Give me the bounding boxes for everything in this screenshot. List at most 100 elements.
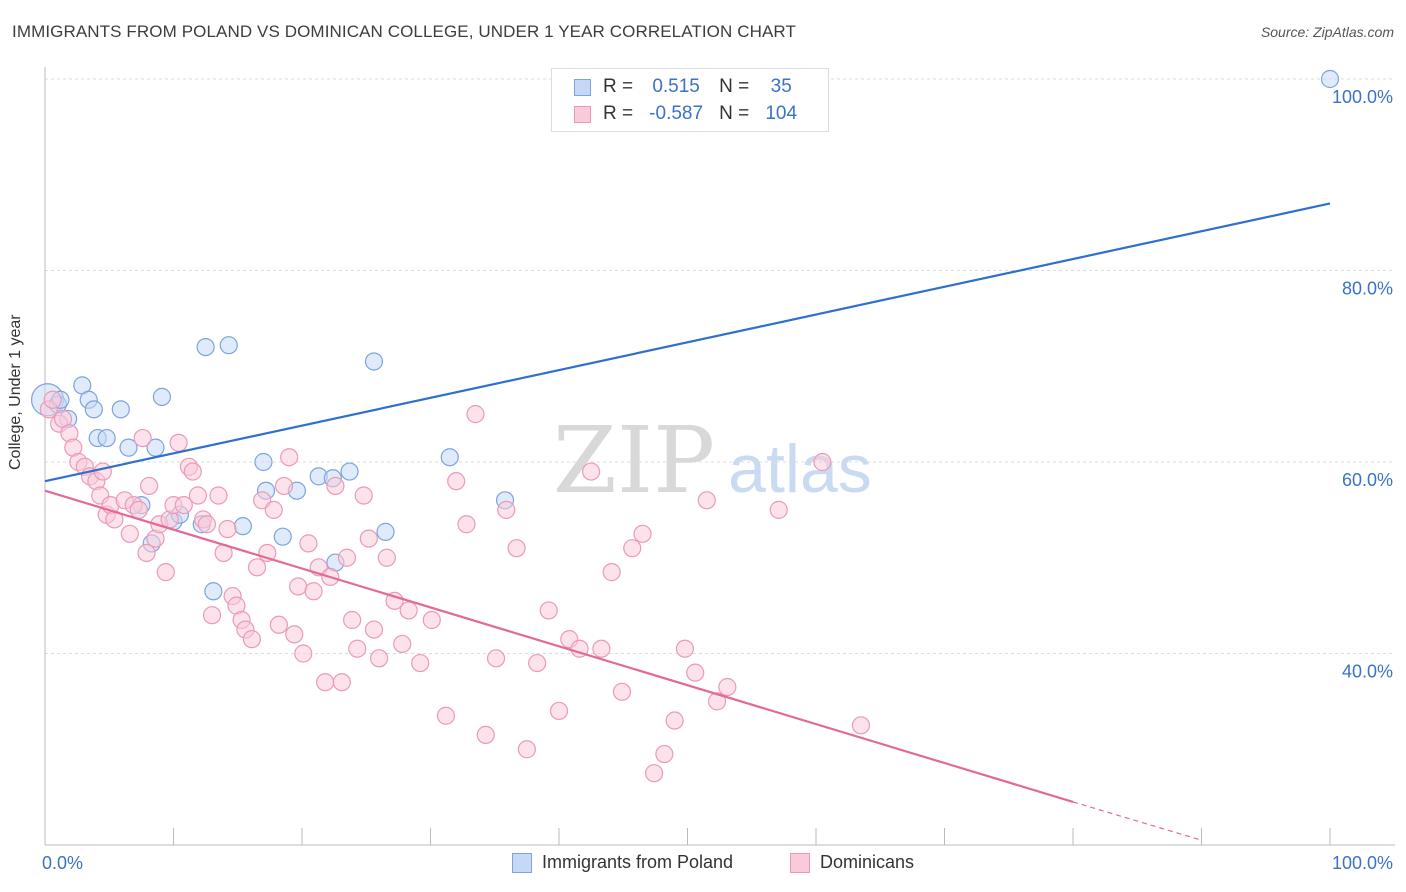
dominican-point — [269, 615, 288, 634]
dominican-point — [188, 486, 208, 505]
dominican-point — [411, 653, 430, 673]
dominican-trendline — [44, 489, 1074, 803]
dominican-point — [675, 639, 695, 658]
chart-source: Source: ZipAtlas.com — [1260, 24, 1394, 40]
dominican-point — [385, 591, 404, 610]
dominican-trendline-extension — [1072, 801, 1202, 841]
dominican-point — [202, 606, 222, 625]
poland-point — [204, 582, 223, 601]
dominican-point — [769, 500, 788, 519]
poland-point — [1320, 69, 1340, 89]
poland-point — [146, 438, 165, 457]
legend-label-pink: Dominicans — [820, 852, 915, 872]
legend-item-blue: Immigrants from Poland — [512, 852, 733, 873]
dominican-point — [354, 486, 373, 505]
dominican-point — [348, 639, 367, 658]
poland-point — [364, 352, 384, 371]
dominican-point — [326, 476, 345, 496]
legend-item-pink: Dominicans — [790, 852, 914, 873]
dominican-point — [209, 486, 228, 505]
dominican-point — [370, 649, 389, 668]
dominican-point — [316, 673, 335, 692]
legend-swatch-blue — [512, 852, 532, 873]
dominican-point — [436, 706, 456, 725]
poland-point — [340, 462, 359, 481]
dominican-point — [137, 543, 156, 563]
dominican-point — [707, 692, 727, 711]
dominican-point — [466, 405, 485, 424]
dominican-point — [507, 539, 526, 558]
y-axis-label: College, Under 1 year — [7, 314, 24, 470]
dominican-point — [174, 495, 193, 515]
x-tick-label: 100.0% — [1332, 853, 1393, 873]
stats-row-blue: R = 0.515 N = 35 — [574, 74, 813, 100]
dominican-point — [247, 558, 267, 577]
x-tick-label: 0.0% — [42, 853, 83, 873]
poland-point — [254, 452, 273, 472]
dominican-point — [377, 548, 396, 567]
dominican-point — [623, 539, 642, 558]
dominican-point — [851, 716, 871, 735]
dominican-point — [93, 462, 112, 481]
dominican-point — [139, 476, 159, 496]
dominican-point — [285, 625, 304, 644]
poland-trendline — [44, 202, 1331, 483]
watermark-atlas: atlas — [728, 431, 872, 507]
dominican-point — [686, 663, 705, 682]
dominican-point — [343, 610, 362, 630]
dominican-point — [337, 548, 357, 567]
dominican-point — [582, 462, 601, 481]
dominican-point — [120, 524, 139, 543]
dominican-point — [218, 519, 237, 539]
legend-label-blue: Immigrants from Poland — [542, 852, 734, 872]
poland-point — [219, 336, 238, 355]
dominican-point — [718, 677, 737, 697]
dominican-point — [332, 673, 351, 692]
dominican-point — [280, 448, 299, 467]
dominican-point — [274, 476, 294, 496]
stats-box: R = 0.515 N = 35 R = -0.587 N = 104 — [551, 68, 829, 132]
stats-row-pink: R = -0.587 N = 104 — [574, 101, 813, 127]
poland-point — [84, 400, 103, 419]
dominican-point — [264, 500, 283, 519]
poland-point — [440, 448, 459, 467]
n-label: N = — [719, 103, 750, 124]
dominican-point — [242, 630, 261, 649]
dominican-point — [133, 428, 152, 448]
blue-swatch — [574, 78, 591, 96]
r-label: R = — [603, 103, 634, 124]
dominican-point — [655, 744, 674, 764]
y-tick-label: 40.0% — [1342, 662, 1393, 682]
n-label: N = — [719, 76, 750, 97]
pink-swatch — [574, 105, 591, 123]
dominican-point — [457, 515, 476, 534]
dominican-point — [497, 500, 516, 519]
dominican-point — [304, 582, 323, 601]
chart-title: IMMIGRANTS FROM POLAND VS DOMINICAN COLL… — [12, 22, 796, 41]
blue-n-value: 35 — [770, 76, 792, 97]
dominican-point — [813, 452, 832, 472]
r-label: R = — [603, 76, 634, 97]
dominican-point — [528, 653, 547, 673]
dominican-point — [399, 601, 418, 620]
dominican-point — [644, 764, 664, 783]
dominican-point — [299, 534, 318, 553]
dominican-point — [294, 644, 313, 663]
dominican-point — [549, 701, 569, 721]
dominican-point — [447, 472, 466, 491]
poland-point — [196, 338, 215, 357]
y-tick-label: 100.0% — [1332, 87, 1393, 107]
dominican-point — [169, 433, 188, 452]
pink-n-value: 104 — [765, 103, 798, 124]
poland-point — [273, 527, 292, 546]
dominican-point — [422, 610, 441, 630]
poland-point — [111, 400, 130, 419]
dominican-point — [359, 529, 378, 548]
poland-point — [233, 517, 252, 536]
dominican-point — [539, 601, 558, 620]
dominican-point — [43, 390, 62, 409]
dominican-point — [129, 500, 148, 519]
poland-point — [119, 438, 138, 457]
dominican-point — [633, 524, 652, 543]
